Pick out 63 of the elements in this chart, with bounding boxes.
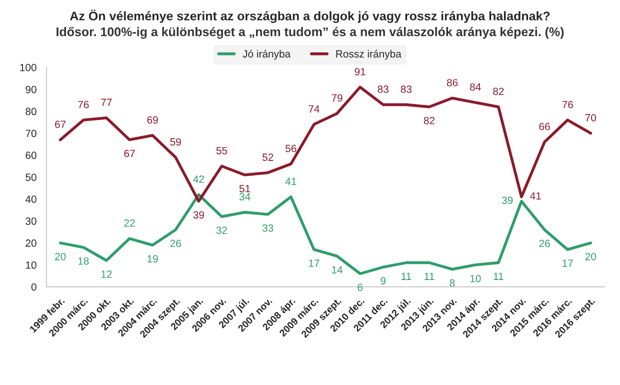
data-label: 86 [446, 78, 458, 86]
data-label: 91 [354, 68, 366, 76]
data-label: 11 [424, 272, 434, 280]
y-tick-label: 30 [26, 217, 36, 225]
legend-label: Rossz irányba [336, 50, 402, 60]
data-label: 20 [585, 252, 596, 260]
data-label: 39 [502, 196, 513, 204]
data-label: 11 [494, 272, 504, 280]
data-label: 41 [285, 178, 296, 185]
y-tick-label: 80 [26, 108, 36, 116]
data-label: 76 [78, 100, 89, 108]
y-tick-label: 20 [26, 239, 36, 247]
data-label: 56 [286, 144, 296, 152]
y-tick-label: 100 [20, 64, 36, 72]
data-label: 83 [400, 86, 412, 93]
data-label: 66 [539, 122, 550, 130]
data-label: 77 [101, 98, 112, 106]
data-label: 67 [55, 120, 66, 128]
data-label: 69 [147, 116, 158, 124]
data-label: 9 [380, 277, 386, 284]
y-tick-label: 40 [25, 196, 36, 203]
data-label: 14 [332, 266, 343, 274]
data-label: 52 [262, 154, 274, 161]
data-label: 17 [308, 260, 320, 267]
legend-label: Jó irányba [242, 50, 291, 60]
data-label: 32 [216, 226, 228, 234]
data-label: 76 [562, 100, 573, 108]
data-label: 26 [170, 240, 181, 248]
data-label: 82 [493, 88, 504, 96]
chart-title: Az Ön véleménye szerint az országban a dolgok jó vagy rossz irányba haladnak? [70, 10, 550, 23]
y-tick-label: 50 [26, 174, 36, 181]
data-label: 83 [378, 86, 388, 93]
data-label: 10 [470, 274, 481, 282]
y-tick-label: 60 [26, 152, 36, 160]
data-label: 33 [262, 224, 274, 232]
data-label: 39 [193, 211, 204, 219]
data-label: 18 [78, 257, 89, 265]
data-label: 59 [170, 138, 181, 146]
data-label: 82 [424, 116, 435, 124]
data-label: 12 [101, 270, 112, 278]
data-label: 26 [539, 240, 550, 248]
data-label: 70 [585, 114, 596, 122]
data-label: 84 [470, 83, 481, 91]
data-label: 74 [308, 105, 320, 113]
data-label: 34 [239, 193, 250, 200]
data-label: 41 [530, 192, 541, 200]
data-label: 19 [148, 255, 158, 263]
y-tick-label: 90 [26, 86, 36, 94]
data-label: 11 [402, 272, 412, 280]
data-label: 42 [193, 176, 204, 183]
data-label: 17 [562, 260, 573, 267]
data-label: 79 [332, 94, 342, 102]
data-label: 67 [124, 150, 135, 158]
data-label: 6 [358, 284, 363, 292]
data-label: 20 [55, 252, 66, 260]
data-label: 55 [216, 147, 228, 154]
y-tick-label: 10 [26, 261, 36, 269]
y-tick-label: 70 [26, 130, 36, 138]
data-label: 22 [124, 219, 135, 227]
y-tick-label: 0 [31, 283, 36, 291]
chart-subtitle: Idősor. 100%-ig a különbséget a „nem tudom” és a nem válaszolók aránya képezi. (%) [56, 26, 564, 39]
data-label: 8 [450, 279, 455, 287]
data-label: 51 [239, 185, 250, 192]
